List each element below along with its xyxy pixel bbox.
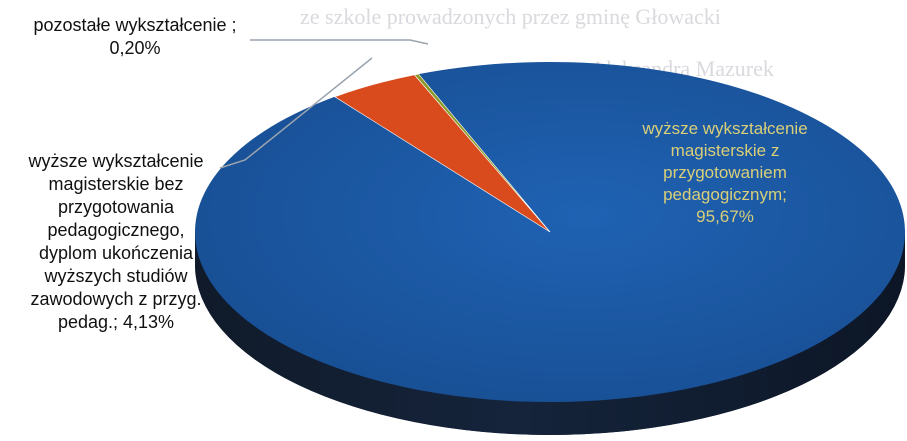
leader-line-small [250, 39, 429, 45]
slice-label-other: pozostałe wykształcenie ; 0,20% [33, 15, 237, 58]
leader-line-mid [219, 57, 373, 169]
pie-slice-other [413, 73, 551, 233]
background-bleed-text: ze szkole prowadzonych przez gminę Głowa… [300, 4, 721, 29]
slice-label-without-pedagogical: wyższe wykształcenie magisterskie bez pr… [28, 151, 204, 332]
slice-label-with-pedagogical: wyższe wykształcenie magisterskie z przy… [642, 119, 808, 226]
